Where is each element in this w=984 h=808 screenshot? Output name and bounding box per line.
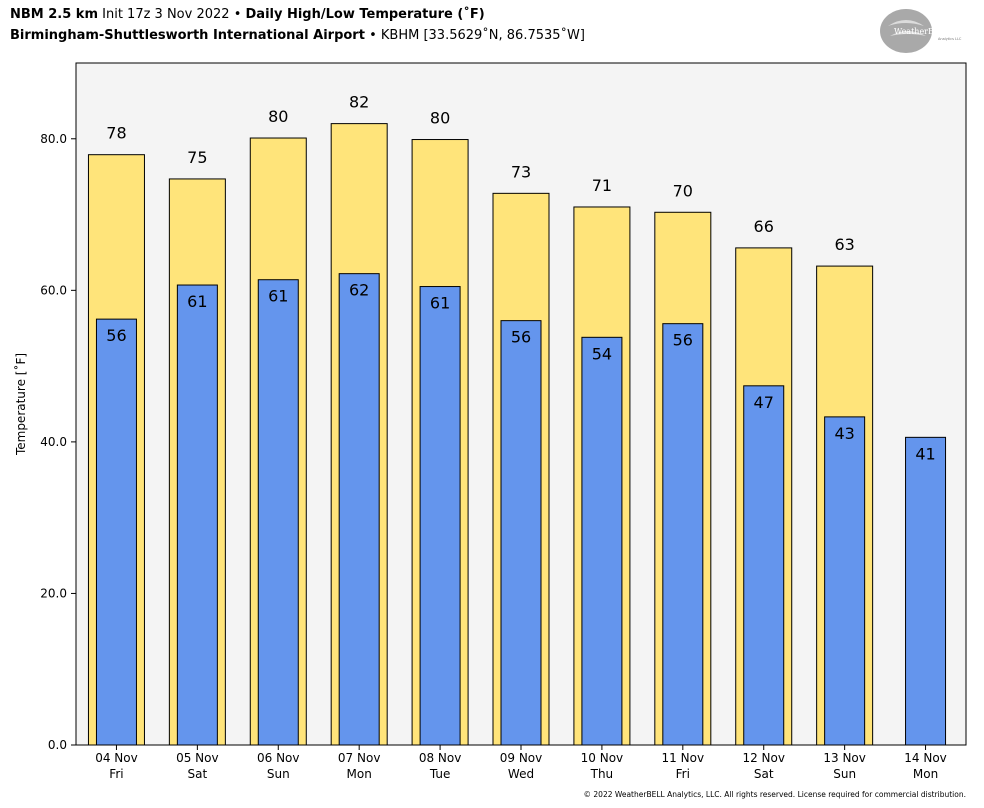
low-temp-label: 41: [915, 444, 935, 463]
low-temp-label: 62: [349, 281, 369, 300]
y-axis-label: Temperature [˚F]: [13, 353, 28, 456]
low-temp-bar: [581, 336, 623, 746]
logo-subtext: Analytics LLC: [938, 37, 962, 41]
y-tick-label: 40.0: [40, 435, 67, 449]
x-tick-date: 13 Nov: [823, 751, 866, 765]
x-tick-day: Sun: [833, 767, 856, 781]
low-temp-label: 61: [268, 287, 288, 306]
low-temp-bar: [419, 286, 461, 746]
plot-frame: [75, 62, 967, 746]
low-temp-bar: [95, 318, 137, 746]
low-temp-bar: [257, 279, 299, 746]
low-temp-bar: [338, 273, 380, 746]
x-tick-day: Mon: [347, 767, 372, 781]
x-tick-date: 06 Nov: [257, 751, 300, 765]
low-temp-label: 61: [430, 294, 450, 313]
x-tick-date: 12 Nov: [742, 751, 785, 765]
x-tick-day: Fri: [109, 767, 123, 781]
chart-title: Daily High/Low Temperature (˚F): [245, 7, 485, 22]
low-temp-bar: [824, 416, 866, 746]
high-temp-label: 75: [187, 148, 207, 167]
chart-title-line: NBM 2.5 km Init 17z 3 Nov 2022 • Daily H…: [10, 7, 485, 22]
low-temp-bar: [176, 284, 218, 746]
low-temp-bar: [743, 385, 785, 746]
x-tick-day: Sat: [188, 767, 208, 781]
high-temp-label: 71: [592, 176, 612, 195]
x-tick-day: Mon: [913, 767, 938, 781]
x-tick-date: 11 Nov: [662, 751, 705, 765]
high-temp-label: 63: [834, 235, 854, 254]
high-temp-label: 82: [349, 93, 369, 112]
y-tick-label: 80.0: [40, 132, 67, 146]
logo-text: WeatherBELL: [894, 27, 951, 36]
low-temp-label: 56: [106, 326, 126, 345]
high-temp-label: 66: [754, 217, 774, 236]
x-tick-day: Thu: [590, 767, 614, 781]
x-tick-date: 14 Nov: [904, 751, 947, 765]
x-tick-day: Sat: [754, 767, 774, 781]
y-tick-label: 60.0: [40, 283, 67, 297]
high-temp-label: 70: [673, 181, 693, 200]
station-line: Birmingham-Shuttlesworth International A…: [10, 28, 585, 43]
weatherbell-logo: WeatherBELL Analytics LLC: [880, 9, 962, 53]
title-separator: •: [233, 7, 242, 22]
low-temp-label: 56: [511, 328, 531, 347]
x-tick-day: Tue: [429, 767, 451, 781]
x-tick-date: 07 Nov: [338, 751, 381, 765]
high-temp-label: 73: [511, 162, 531, 181]
low-temp-label: 61: [187, 292, 207, 311]
x-tick-day: Fri: [676, 767, 690, 781]
x-tick-date: 08 Nov: [419, 751, 462, 765]
low-temp-bar: [905, 436, 947, 746]
x-tick-day: Wed: [508, 767, 534, 781]
low-temp-label: 54: [592, 344, 612, 363]
high-temp-label: 80: [430, 109, 450, 128]
y-tick-label: 0.0: [48, 738, 67, 752]
x-tick-date: 09 Nov: [500, 751, 543, 765]
x-tick-day: Sun: [267, 767, 290, 781]
x-tick-date: 04 Nov: [95, 751, 138, 765]
high-temp-label: 80: [268, 107, 288, 126]
x-tick-date: 05 Nov: [176, 751, 219, 765]
low-temp-label: 43: [834, 424, 854, 443]
init-time: Init 17z 3 Nov 2022: [102, 7, 230, 22]
low-temp-bar: [500, 320, 542, 746]
station-separator: •: [369, 28, 377, 43]
station-name: Birmingham-Shuttlesworth International A…: [10, 28, 365, 43]
y-tick-label: 20.0: [40, 586, 67, 600]
low-temp-label: 47: [754, 393, 774, 412]
station-coords: KBHM [33.5629˚N, 86.7535˚W]: [380, 28, 585, 43]
low-temp-bar: [662, 323, 704, 746]
x-tick-date: 10 Nov: [581, 751, 624, 765]
model-name: NBM 2.5 km: [10, 7, 98, 22]
copyright-footer: © 2022 WeatherBELL Analytics, LLC. All r…: [583, 790, 966, 799]
high-temp-label: 78: [106, 124, 126, 143]
low-temp-label: 56: [673, 331, 693, 350]
